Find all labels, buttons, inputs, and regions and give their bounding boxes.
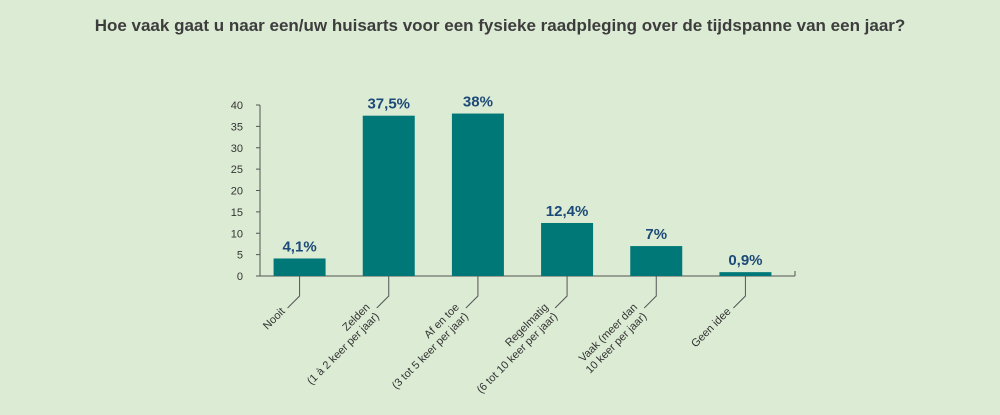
bar [541, 222, 594, 276]
y-tick-label: 10 [231, 228, 243, 240]
y-tick-label: 35 [231, 121, 243, 133]
y-tick-label: 30 [231, 143, 243, 155]
category-leader-line [376, 276, 390, 309]
y-tick-label: 5 [237, 250, 243, 262]
data-label: 7% [645, 226, 667, 243]
category-label-line: (6 tot 10 keer per jaar) [475, 311, 560, 396]
category-label-line: Nooit [261, 306, 288, 333]
data-label: 0,9% [728, 252, 762, 269]
category-leader-line [465, 276, 479, 309]
y-tick-label: 25 [231, 164, 243, 176]
category-label: Zelden(1 à 2 keer per jaar) [296, 301, 382, 387]
y-tick-label: 0 [237, 271, 243, 283]
category-label-line: Geen idee [689, 306, 733, 350]
y-tick-label: 20 [231, 186, 243, 198]
bar [273, 258, 326, 276]
category-leader-line [554, 276, 568, 309]
category-label: Geen idee [689, 306, 733, 350]
y-tick-label: 15 [231, 207, 243, 219]
category-label: Nooit [261, 306, 288, 333]
bar [719, 272, 772, 276]
category-label: Regelmatig(6 tot 10 keer per jaar) [466, 301, 561, 396]
category-label: Vaak (meer dan10 keer per jaar) [575, 301, 650, 376]
category-label: Af en toe(3 tot 5 keer per jaar) [381, 301, 471, 391]
chart-title: Hoe vaak gaat u naar een/uw huisarts voo… [94, 16, 906, 35]
bar [451, 113, 504, 276]
y-tick-label: 40 [231, 100, 243, 112]
category-leader-line [733, 276, 746, 309]
category-leader-line [643, 276, 657, 309]
category-label-line: (3 tot 5 keer per jaar) [390, 311, 471, 392]
category-leader-line [287, 276, 301, 309]
bar [630, 246, 683, 276]
data-label: 4,1% [282, 238, 316, 255]
bar [362, 115, 415, 276]
data-label: 12,4% [546, 203, 589, 220]
data-label: 37,5% [367, 96, 410, 113]
data-label: 38% [463, 94, 493, 111]
